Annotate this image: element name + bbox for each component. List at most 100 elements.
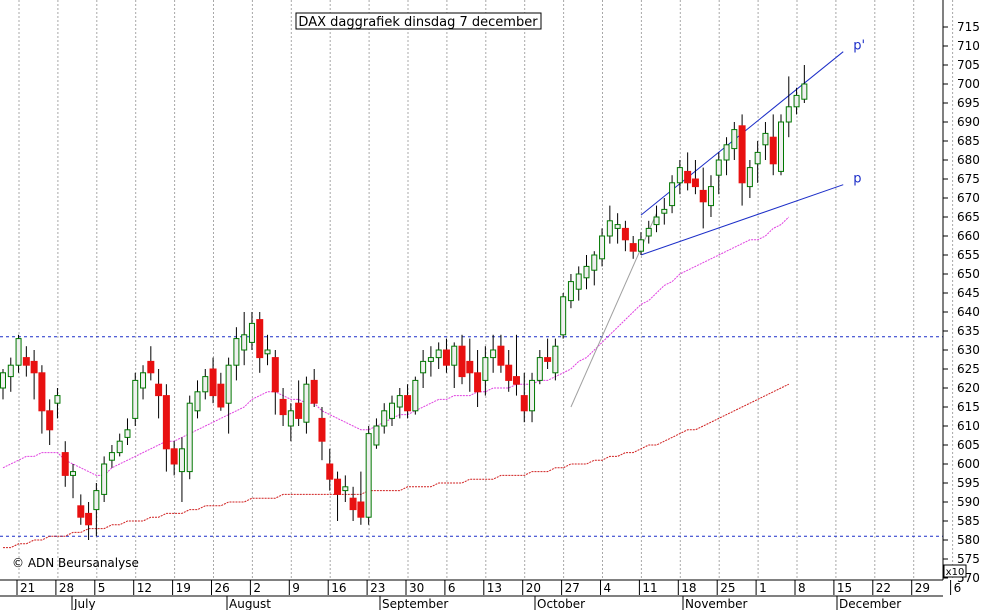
x-tick-label: 5 [98, 581, 106, 595]
candle [520, 372, 528, 423]
y-tick-label: 630 [957, 343, 980, 357]
candle [575, 266, 582, 301]
candle-body-up [116, 440, 123, 454]
candle [653, 205, 660, 233]
candle [357, 471, 365, 525]
candle [349, 486, 357, 521]
y-tick-label: 585 [957, 514, 980, 528]
candle [661, 198, 668, 225]
candle-body-up [140, 372, 147, 389]
candle-body-down [61, 452, 69, 476]
x-tick-label: 25 [720, 581, 735, 595]
candle-body-down [162, 395, 170, 450]
candle [404, 384, 412, 419]
candle [451, 342, 458, 388]
y-tick-label: 650 [957, 267, 980, 281]
y-tick-label: 610 [957, 419, 980, 433]
candle-body-up [482, 357, 489, 381]
candlesticks [0, 65, 808, 540]
candle-body-down [46, 410, 54, 431]
candle-body-down [318, 417, 326, 442]
candle [108, 445, 115, 468]
candle-body-up [412, 379, 419, 412]
x-tick-label: 19 [176, 581, 191, 595]
candle [435, 342, 442, 369]
candle [738, 114, 746, 206]
candle [194, 380, 201, 419]
candle-body-up [233, 338, 240, 366]
y-tick-label: 670 [957, 191, 980, 205]
candle [0, 369, 6, 400]
candle [529, 372, 536, 423]
candle [482, 346, 489, 396]
candle [420, 350, 427, 388]
candle-body-up [365, 433, 372, 518]
y-tick-label: 660 [957, 229, 980, 243]
candle [637, 232, 644, 255]
candle-body-down [442, 349, 450, 366]
month-label: November [685, 597, 747, 610]
candle [334, 471, 342, 521]
y-tick-label: 640 [957, 305, 980, 319]
y-multiplier-label: x10 [946, 567, 965, 578]
candle [116, 433, 123, 457]
candle [248, 312, 255, 350]
x-tick-label: 22 [876, 581, 891, 595]
moving-average-1 [3, 383, 790, 549]
candle-body-up [536, 357, 543, 381]
candle [162, 384, 170, 472]
candle-body-down [520, 395, 528, 412]
y-tick-label: 675 [957, 172, 980, 186]
candle-body-down [147, 360, 155, 374]
candle [326, 448, 334, 491]
x-tick-label: 27 [565, 581, 580, 595]
candle-body-up [560, 296, 567, 336]
candle [699, 167, 707, 229]
candle-body-down [295, 402, 303, 419]
candle [715, 152, 722, 195]
candle-body-down [505, 364, 513, 381]
y-tick-label: 605 [957, 438, 980, 452]
candle [15, 334, 22, 373]
y-tick-label: 575 [957, 552, 980, 566]
x-tick-label: 8 [798, 581, 806, 595]
candle-body-down [22, 357, 30, 366]
x-axis: 21 28 5 12 19 26 2 9 16 23 30 6 13 20 27 4 11 18 25 1 8 15 22 2… [0, 580, 961, 610]
y-tick-label: 705 [957, 58, 980, 72]
candle [778, 114, 784, 176]
candle [77, 494, 85, 525]
candle-body-up [373, 425, 380, 446]
candle [466, 338, 474, 392]
trendline-label-1: p [853, 172, 861, 187]
y-axis: 5705755805855905956006056106156206256306… [943, 20, 980, 585]
x-tick-label: 29 [915, 581, 930, 595]
candle [754, 141, 761, 183]
candle-body-down [544, 357, 552, 362]
candle-body-up [93, 490, 100, 511]
candle [225, 357, 232, 434]
candle-body-up [0, 372, 6, 389]
candle-body-up [754, 151, 761, 165]
candle-body-up [567, 281, 574, 302]
candle [606, 205, 613, 244]
candle-body-down [170, 448, 178, 465]
moving-averages [2, 216, 790, 549]
candle-body-up [225, 364, 232, 404]
candle [70, 464, 77, 499]
candle-body-down [85, 512, 93, 526]
candle [140, 365, 147, 400]
candle [536, 350, 543, 385]
candle [512, 334, 520, 396]
candle-body-up [637, 239, 644, 252]
candle [629, 236, 637, 259]
x-tick-label: 16 [331, 581, 346, 595]
candle-body-up [606, 220, 613, 237]
x-tick-label: 26 [215, 581, 230, 595]
x-tick-label: 9 [292, 581, 300, 595]
candle [669, 175, 676, 214]
x-tick-label: 21 [20, 581, 35, 595]
candle-body-down [458, 345, 466, 378]
candle-body-up [178, 448, 185, 473]
candle [490, 334, 497, 373]
candle-body-up [389, 402, 395, 419]
